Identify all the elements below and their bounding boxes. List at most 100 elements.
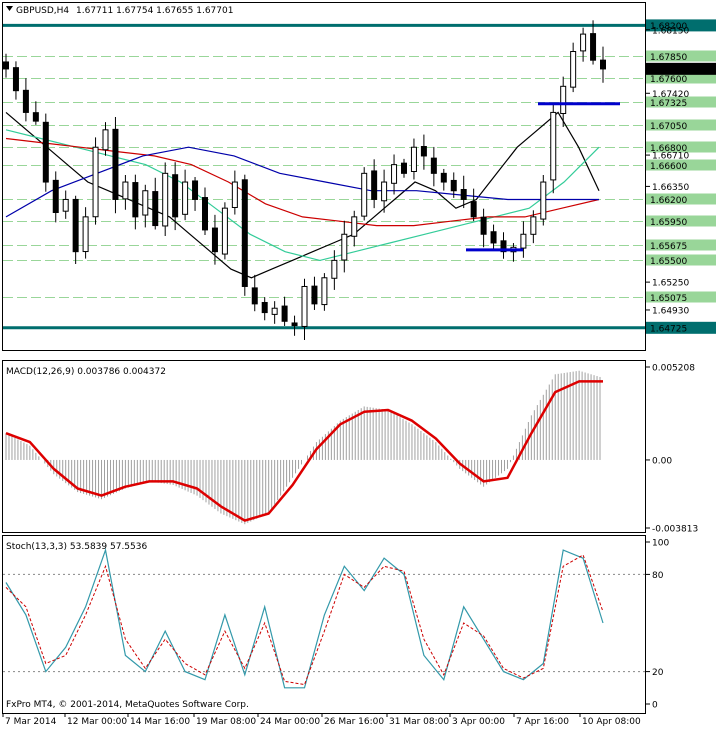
level-label-bg	[646, 239, 716, 251]
level-label: 1.65500	[650, 257, 687, 267]
time-tick-label: 7 Mar 2014	[5, 717, 57, 727]
candle-body	[211, 227, 218, 253]
level-label-bg	[646, 215, 716, 227]
candle-body	[82, 216, 89, 253]
price-axis: 1.67850 1.67600 1.67325 1.67050 1.66800 1.666…	[646, 19, 716, 334]
time-axis: 7 Mar 2014 12 Mar 00:00 14 Mar 16:00 19 Mar…	[2, 714, 641, 727]
level-label-bg	[646, 96, 716, 108]
level-label-bg	[646, 254, 716, 266]
candle-body	[560, 85, 567, 115]
stoch-title: Stoch(13,3,3) 53.5839 57.5536	[6, 542, 147, 552]
time-tick-label: 14 Mar 16:00	[130, 717, 190, 727]
candle-body	[12, 67, 19, 92]
symbol-label: GBPUSD,H4	[16, 6, 69, 16]
candle-body	[401, 162, 407, 174]
candle-body	[520, 233, 527, 249]
stoch-panel-frame	[2, 535, 646, 714]
price-tick-label: 1.66710	[652, 152, 689, 162]
candle-body	[3, 61, 9, 70]
macd-tick-label: 0.00	[652, 456, 672, 466]
level-label-bg	[646, 50, 716, 62]
price-tick-label: 1.65250	[652, 279, 689, 289]
candle-body	[331, 259, 338, 279]
current-price-bg	[646, 62, 716, 75]
stoch-tick-label: 100	[652, 539, 669, 549]
candle-body	[122, 181, 129, 200]
level-label-bg	[646, 72, 716, 84]
candle-body	[142, 190, 149, 216]
candle-body	[22, 89, 29, 113]
price-panel-frame	[2, 2, 646, 351]
candle-body	[271, 307, 278, 315]
candle-body	[241, 179, 248, 287]
stoch-tick-label: 80	[652, 571, 664, 581]
candle-body	[460, 189, 467, 200]
time-tick-label: 26 Mar 16:00	[324, 717, 384, 727]
candle-body	[480, 216, 487, 235]
candle-body	[440, 172, 447, 183]
candle-body	[580, 33, 587, 52]
level-label-bg	[646, 119, 716, 131]
candle-body	[42, 121, 49, 183]
candle-body	[311, 285, 318, 305]
candle-body	[381, 181, 388, 202]
moving-averages	[5, 111, 600, 279]
key-level-label-bg	[646, 19, 716, 32]
candle-body	[231, 181, 238, 208]
level-label: 1.67325	[650, 99, 687, 109]
support-lines	[466, 102, 620, 252]
level-label: 1.67600	[650, 75, 687, 85]
copyright-footer: FxPro MT4, © 2001-2014, MetaQuotes Softw…	[6, 700, 249, 710]
ohlc-label: 1.67711 1.67754 1.67655 1.67701	[76, 6, 233, 16]
candle-body	[32, 112, 39, 122]
level-label-bg	[646, 159, 716, 171]
candle-body	[251, 287, 258, 305]
candle-body	[391, 164, 398, 184]
level-label: 1.67850	[650, 53, 687, 63]
candle-body	[321, 277, 328, 306]
key-level-label: 1.64725	[650, 324, 687, 334]
candle-body	[430, 157, 437, 174]
stochastic-indicator: 100 80 20 0	[3, 539, 669, 711]
candle-body	[202, 197, 208, 231]
time-tick-label: 3 Apr 00:00	[452, 717, 505, 727]
macd-indicator: 0.005208 0.00 -0.003813	[5, 364, 698, 535]
macd-tick-label: 0.005208	[652, 364, 695, 374]
candle-body	[500, 240, 507, 253]
macd-signal-line	[5, 380, 603, 522]
stoch-tick-label: 20	[652, 668, 664, 678]
dropdown-triangle-icon	[6, 6, 13, 11]
macd-title: MACD(12,26,9) 0.003786 0.004372	[6, 367, 166, 377]
price-tick-label: 1.68150	[652, 26, 689, 36]
stoch-main-line	[5, 547, 604, 689]
symbol-header: GBPUSD,H4 1.67711 1.67754 1.67655 1.6770…	[6, 6, 233, 16]
key-level-label-bg	[646, 321, 716, 334]
candle-body	[540, 181, 547, 220]
candle-body	[52, 179, 59, 214]
candle-body	[301, 285, 308, 327]
time-tick-label: 7 Apr 16:00	[516, 717, 569, 727]
candle-body	[291, 322, 298, 327]
level-label: 1.66200	[650, 196, 687, 206]
stoch-signal-line	[5, 554, 604, 686]
candle-body	[102, 129, 109, 151]
candle-body	[570, 51, 577, 88]
candle-body	[420, 146, 427, 157]
level-label: 1.65075	[650, 294, 687, 304]
level-label: 1.67050	[650, 122, 687, 132]
candle-body	[371, 170, 378, 200]
macd-tick-label: -0.003813	[652, 525, 698, 535]
macd-panel-frame	[2, 360, 646, 533]
time-tick-label: 31 Mar 08:00	[389, 717, 449, 727]
candle-body	[192, 180, 199, 200]
candle-body	[490, 231, 497, 244]
level-label-bg	[646, 141, 716, 153]
stoch-tick-label: 0	[652, 701, 658, 711]
candle-body	[470, 201, 477, 218]
time-tick-label: 12 Mar 00:00	[67, 717, 127, 727]
candle-body	[351, 216, 358, 237]
price-tick-label: 1.64930	[652, 306, 689, 316]
candle-body	[162, 172, 169, 227]
